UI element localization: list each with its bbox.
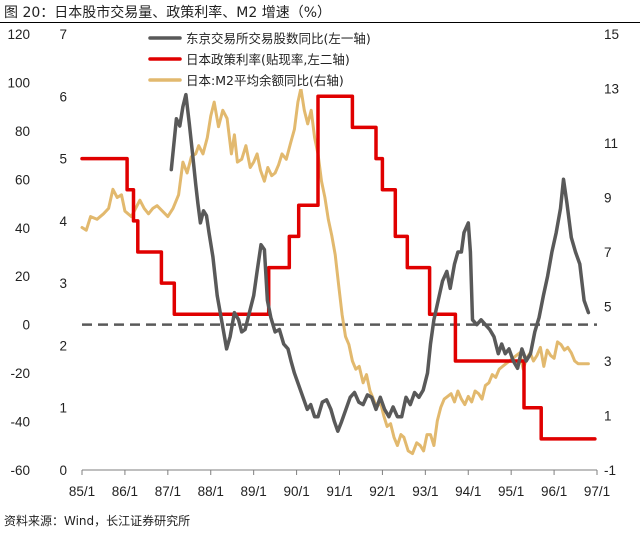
x-tick-label: 96/1 (541, 484, 567, 499)
y-left2-tick-label: 0 (59, 463, 67, 478)
y-left-tick-label: 20 (15, 269, 30, 284)
legend-label: 日本:M2平均余额同比(右轴) (186, 73, 344, 88)
legend: 东京交易所交易股数同比(左一轴) 日本政策利率(贴现率,左二轴) 日本:M2平均余额… (144, 31, 371, 89)
series-lines (80, 87, 597, 456)
y-left-tick-label: 0 (22, 318, 30, 333)
y-right-tick-label: 7 (604, 245, 612, 260)
y-left-tick-label: 100 (7, 75, 30, 90)
y-left2-tick-label: 4 (59, 214, 67, 229)
y-right-tick-label: 15 (604, 27, 619, 42)
x-tick-label: 95/1 (498, 484, 524, 499)
title-rule (0, 22, 640, 23)
y-left2-tick-label: 2 (59, 338, 67, 353)
y-left2-tick-label: 3 (59, 276, 67, 291)
y-right-tick-label: 3 (604, 354, 612, 369)
legend-label: 东京交易所交易股数同比(左一轴) (186, 31, 371, 46)
legend-bg (144, 31, 344, 47)
y-right-tick-label: 9 (604, 191, 612, 206)
x-tick-label: 90/1 (283, 484, 309, 499)
y-left-tick-label: -60 (10, 463, 30, 478)
y-left2-tick-label: 7 (59, 27, 67, 42)
x-tick-label: 85/1 (69, 484, 95, 499)
x-tick-label: 86/1 (112, 484, 138, 499)
y-left2-tick-label: 5 (59, 152, 67, 167)
x-tick-label: 88/1 (198, 484, 224, 499)
series-line-1 (169, 92, 591, 433)
y-left-tick-label: -20 (10, 366, 30, 381)
y-right-tick-label: 11 (604, 136, 618, 151)
x-tick-label: 87/1 (155, 484, 181, 499)
series-line-2 (80, 94, 597, 441)
chart-title: 图 20：日本股市交易量、政策利率、M2 增速（%） (4, 5, 332, 21)
legend-label: 日本政策利率(贴现率,左二轴) (186, 52, 350, 67)
legend-bg (144, 73, 344, 89)
y-left-tick-label: 60 (15, 172, 30, 187)
y-right-tick-label: 1 (604, 409, 612, 424)
y-left-tick-label: 80 (15, 124, 30, 139)
y-left-tick-label: 40 (15, 221, 30, 236)
y-left-tick-label: 120 (7, 27, 30, 42)
y-left-tick-label: -40 (10, 415, 30, 430)
y-left2-tick-label: 1 (59, 401, 67, 416)
series-line-3 (80, 87, 590, 456)
y-right-tick-label: 5 (604, 300, 612, 315)
y-left2-tick-label: 6 (59, 89, 67, 104)
legend-bg (144, 52, 344, 68)
x-tick-label: 91/1 (326, 484, 352, 499)
y-right-tick-label: 13 (604, 82, 619, 97)
x-tick-label: 93/1 (412, 484, 438, 499)
axes: 120100806040200-20-40-607654321015131197… (7, 27, 619, 499)
x-tick-label: 94/1 (455, 484, 481, 499)
x-tick-label: 89/1 (241, 484, 267, 499)
x-tick-label: 92/1 (369, 484, 395, 499)
x-tick-label: 97/1 (584, 484, 610, 499)
source-note: 资料来源：Wind，长江证券研究所 (4, 514, 191, 528)
y-right-tick-label: -1 (604, 463, 616, 478)
